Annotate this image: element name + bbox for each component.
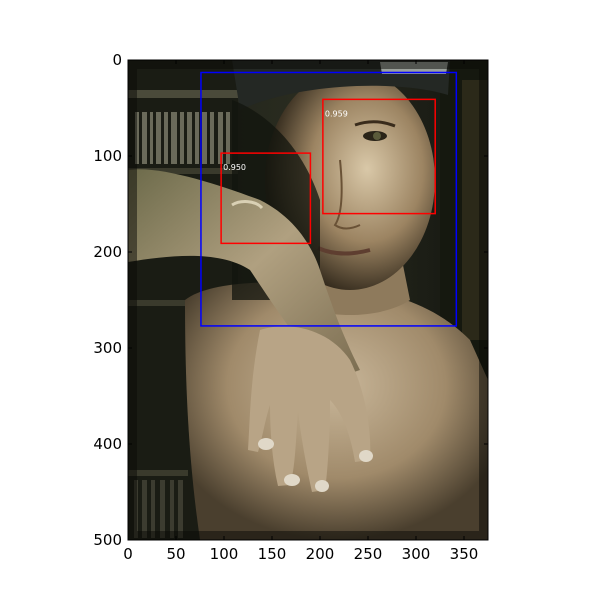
score-label: 0.959	[325, 109, 348, 118]
face-box	[220, 152, 312, 245]
x-tick-label: 250	[354, 545, 383, 563]
person-box	[200, 71, 458, 327]
score-label: 0.950	[223, 163, 246, 172]
x-tick-label: 200	[306, 545, 335, 563]
axes: 0 50 100 150 200 250 300 350 0 100 200 300 400 500	[93, 51, 489, 563]
y-tick-label: 100	[93, 147, 122, 165]
hand	[248, 326, 371, 492]
face-box	[322, 98, 436, 215]
x-tick-label: 50	[166, 545, 185, 563]
x-tick-label: 300	[402, 545, 431, 563]
y-tick-label: 200	[93, 243, 122, 261]
detection-boxes: 0.959 0.950	[200, 71, 458, 327]
y-tick-label: 0	[112, 51, 122, 69]
y-tick-label: 500	[93, 531, 122, 549]
x-tick-label: 350	[450, 545, 479, 563]
x-tick-label: 100	[210, 545, 239, 563]
y-tick-label: 400	[93, 435, 122, 453]
plot-frame	[127, 59, 489, 541]
x-tick-label: 150	[258, 545, 287, 563]
x-tick-label: 0	[123, 545, 133, 563]
wristband	[231, 200, 264, 210]
photo	[128, 60, 488, 540]
mouth	[317, 246, 371, 256]
y-tick-label: 300	[93, 339, 122, 357]
forearm	[128, 169, 360, 380]
